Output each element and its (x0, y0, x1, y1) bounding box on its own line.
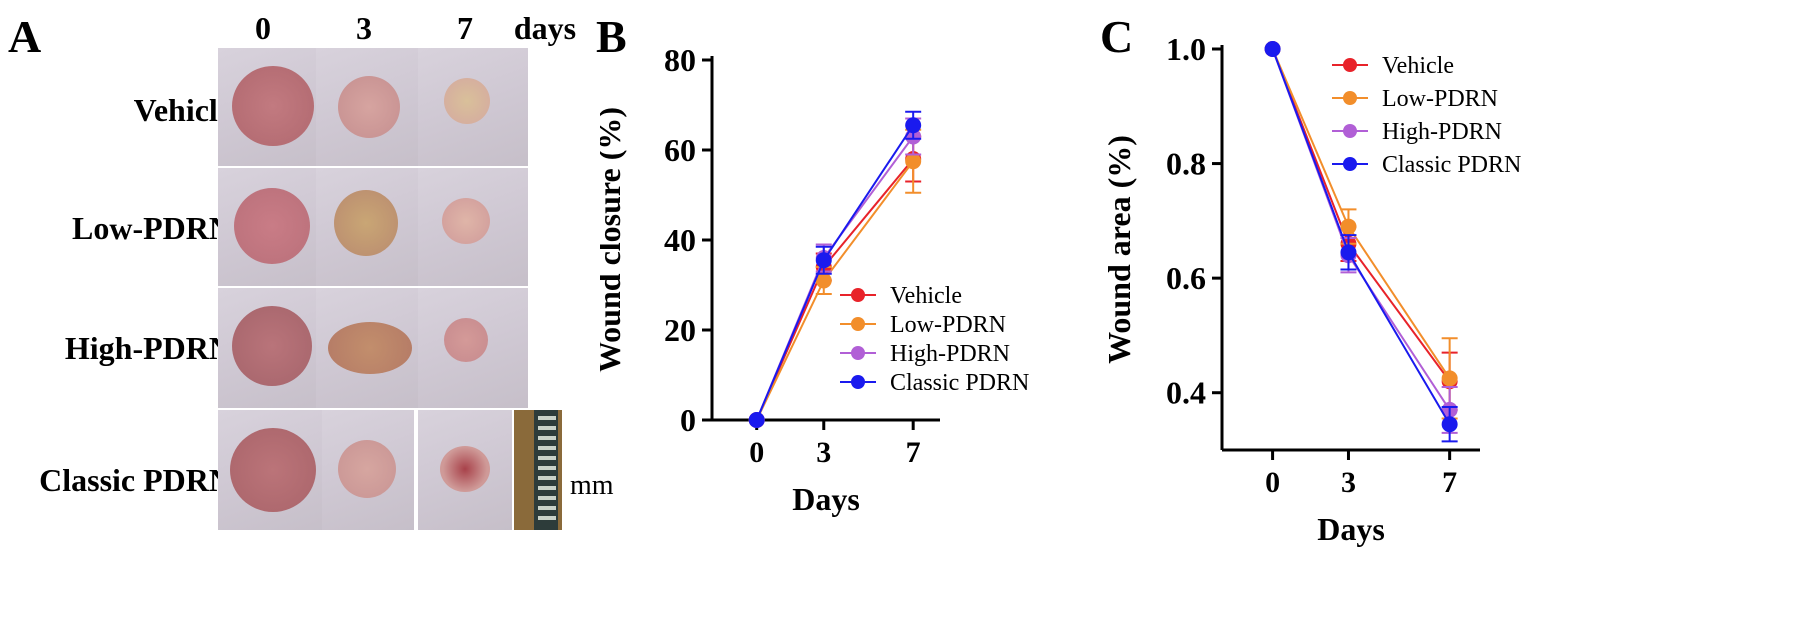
x-tick-label: 3 (816, 436, 831, 469)
x-tick-label: 7 (906, 436, 921, 469)
wound-closure-chart: 0 20 40 60 80 0 3 7 Days Wound closure (%) Vehicle… (600, 42, 1029, 517)
data-point-low-pdrn (905, 153, 922, 170)
legend-label-low-pdrn: Low-PDRN (1382, 86, 1498, 112)
y-tick-label: 20 (664, 312, 696, 348)
wound-photo-low-pdrn-day0 (218, 168, 328, 286)
wound-photo-high-pdrn-day7 (418, 288, 528, 408)
wound-photo-high-pdrn-day0 (218, 288, 328, 408)
x-axis-label: Days (792, 481, 860, 517)
y-tick-label: 0.6 (1166, 260, 1206, 296)
row-label-high-pdrn: High-PDRN (64, 330, 232, 366)
legend-label-classic-pdrn: Classic PDRN (1382, 152, 1521, 178)
row-label-classic-pdrn: Classic PDRN (39, 462, 232, 498)
scale-unit-label: mm (570, 470, 614, 501)
y-axis-label: Wound closure (%) (600, 107, 627, 373)
wound-photo-vehicle-day3 (316, 48, 426, 166)
data-point-classic-pdrn (1340, 244, 1357, 261)
x-axis-label: Days (1317, 511, 1385, 547)
x-tick-label: 7 (1442, 466, 1457, 499)
wound-photo-classic-pdrn-day7 (418, 410, 512, 530)
legend-marker-low-pdrn (851, 317, 865, 331)
wound-photo-classic-pdrn-day3 (322, 410, 414, 530)
legend-marker-low-pdrn (1343, 91, 1357, 105)
panel-label-b: B (596, 11, 627, 62)
legend-label-low-pdrn: Low-PDRN (890, 312, 1006, 338)
y-tick-label: 0.4 (1166, 375, 1206, 411)
legend-label-high-pdrn: High-PDRN (1382, 119, 1502, 145)
data-point-classic-pdrn (1441, 416, 1458, 433)
x-tick-label: 3 (1341, 466, 1356, 499)
legend-label-classic-pdrn: Classic PDRN (890, 370, 1029, 396)
legend-marker-classic-pdrn (1343, 157, 1357, 171)
wound-photo-low-pdrn-day7 (418, 168, 528, 286)
data-point-low-pdrn (815, 272, 832, 289)
x-tick-label: 0 (1265, 466, 1280, 499)
data-point-low-pdrn (1340, 218, 1357, 235)
legend-marker-high-pdrn (851, 346, 865, 360)
row-label-low-pdrn: Low-PDRN (72, 210, 232, 246)
legend-marker-classic-pdrn (851, 375, 865, 389)
legend-label-vehicle: Vehicle (890, 283, 962, 309)
data-point-classic-pdrn (748, 412, 765, 428)
wound-photo-vehicle-day7 (418, 48, 528, 166)
y-tick-label: 80 (664, 42, 696, 78)
y-tick-label: 1.0 (1166, 31, 1206, 67)
y-tick-label: 0.8 (1166, 146, 1206, 182)
data-point-classic-pdrn (905, 117, 922, 134)
wound-photo-vehicle-day0 (218, 48, 328, 166)
ruler-ticks (534, 410, 558, 530)
panel-label-c: C (1100, 11, 1134, 62)
legend-marker-vehicle (1343, 58, 1357, 72)
wound-photo-high-pdrn-day3 (316, 288, 426, 408)
column-header-day0: 0 (255, 10, 271, 46)
wound-area-chart: 0.4 0.6 0.8 1.0 0 3 7 Days Wound area (%) Vehicle… (1101, 31, 1521, 547)
column-unit-days: days (513, 10, 577, 46)
data-point-classic-pdrn (1264, 41, 1281, 57)
row-label-vehicle: Vehicle (133, 92, 232, 128)
y-tick-label: 0 (680, 402, 696, 438)
legend-marker-vehicle (851, 288, 865, 302)
column-header-day7: 7 (457, 10, 473, 46)
legend-label-vehicle: Vehicle (1382, 53, 1454, 79)
wound-photo-classic-pdrn-day0 (218, 410, 328, 530)
legend-label-high-pdrn: High-PDRN (890, 341, 1010, 367)
data-point-low-pdrn (1441, 370, 1458, 387)
panel-label-a: A (8, 11, 42, 62)
column-header-day3: 3 (356, 10, 372, 46)
legend-marker-high-pdrn (1343, 124, 1357, 138)
x-tick-label: 0 (749, 436, 764, 469)
y-tick-label: 60 (664, 132, 696, 168)
wound-photo-low-pdrn-day3 (316, 168, 426, 286)
scale-ruler (514, 410, 562, 530)
y-tick-label: 40 (664, 222, 696, 258)
y-axis-label: Wound area (%) (1101, 135, 1137, 364)
data-point-classic-pdrn (815, 252, 832, 269)
